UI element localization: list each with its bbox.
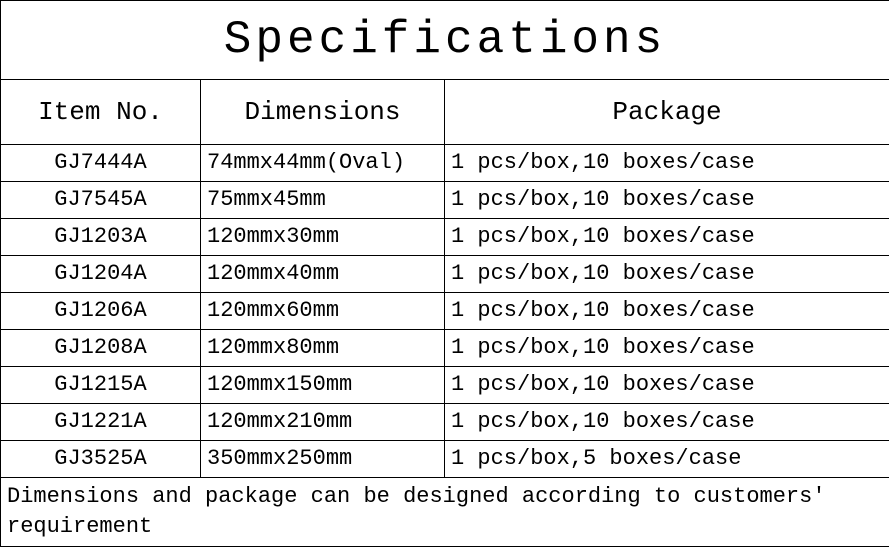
table-row: GJ1206A 120mmx60mm 1 pcs/box,10 boxes/ca… (1, 293, 889, 330)
footer-row: Dimensions and package can be designed a… (1, 478, 889, 547)
dimensions-cell: 75mmx45mm (201, 182, 445, 219)
header-package: Package (445, 80, 889, 145)
package-cell: 1 pcs/box,10 boxes/case (445, 404, 889, 441)
item-cell: GJ1206A (1, 293, 201, 330)
item-cell: GJ1221A (1, 404, 201, 441)
dimensions-cell: 350mmx250mm (201, 441, 445, 478)
item-cell: GJ1208A (1, 330, 201, 367)
item-cell: GJ1204A (1, 256, 201, 293)
dimensions-cell: 120mmx40mm (201, 256, 445, 293)
package-cell: 1 pcs/box,10 boxes/case (445, 219, 889, 256)
package-cell: 1 pcs/box,5 boxes/case (445, 441, 889, 478)
title-row: Specifications (1, 1, 889, 80)
dimensions-cell: 74mmx44mm(Oval) (201, 145, 445, 182)
package-cell: 1 pcs/box,10 boxes/case (445, 256, 889, 293)
item-cell: GJ1203A (1, 219, 201, 256)
package-cell: 1 pcs/box,10 boxes/case (445, 367, 889, 404)
header-item: Item No. (1, 80, 201, 145)
table-row: GJ7444A 74mmx44mm(Oval) 1 pcs/box,10 box… (1, 145, 889, 182)
dimensions-cell: 120mmx30mm (201, 219, 445, 256)
header-dimensions: Dimensions (201, 80, 445, 145)
table-row: GJ1203A 120mmx30mm 1 pcs/box,10 boxes/ca… (1, 219, 889, 256)
package-cell: 1 pcs/box,10 boxes/case (445, 145, 889, 182)
package-cell: 1 pcs/box,10 boxes/case (445, 330, 889, 367)
table-row: GJ1208A 120mmx80mm 1 pcs/box,10 boxes/ca… (1, 330, 889, 367)
specifications-table: Specifications Item No. Dimensions Packa… (0, 0, 889, 547)
table-row: GJ1204A 120mmx40mm 1 pcs/box,10 boxes/ca… (1, 256, 889, 293)
item-cell: GJ7545A (1, 182, 201, 219)
table-title: Specifications (1, 1, 889, 80)
item-cell: GJ1215A (1, 367, 201, 404)
header-row: Item No. Dimensions Package (1, 80, 889, 145)
table-row: GJ7545A 75mmx45mm 1 pcs/box,10 boxes/cas… (1, 182, 889, 219)
item-cell: GJ3525A (1, 441, 201, 478)
dimensions-cell: 120mmx80mm (201, 330, 445, 367)
dimensions-cell: 120mmx150mm (201, 367, 445, 404)
item-cell: GJ7444A (1, 145, 201, 182)
dimensions-cell: 120mmx210mm (201, 404, 445, 441)
table-row: GJ1215A 120mmx150mm 1 pcs/box,10 boxes/c… (1, 367, 889, 404)
dimensions-cell: 120mmx60mm (201, 293, 445, 330)
package-cell: 1 pcs/box,10 boxes/case (445, 293, 889, 330)
package-cell: 1 pcs/box,10 boxes/case (445, 182, 889, 219)
table-row: GJ1221A 120mmx210mm 1 pcs/box,10 boxes/c… (1, 404, 889, 441)
table-row: GJ3525A 350mmx250mm 1 pcs/box,5 boxes/ca… (1, 441, 889, 478)
table-footer: Dimensions and package can be designed a… (1, 478, 889, 547)
